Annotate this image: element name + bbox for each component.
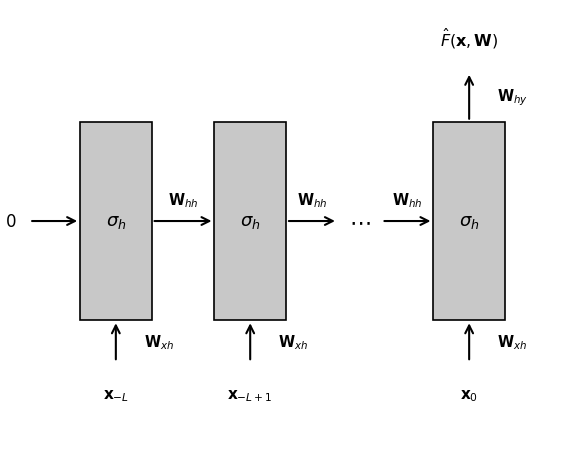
Text: $\cdots$: $\cdots$	[349, 212, 370, 231]
Text: $\mathbf{W}_{xh}$: $\mathbf{W}_{xh}$	[497, 332, 527, 351]
Text: $\mathbf{W}_{xh}$: $\mathbf{W}_{xh}$	[144, 332, 174, 351]
Text: $\mathbf{W}_{hh}$: $\mathbf{W}_{hh}$	[297, 190, 327, 209]
Text: $\sigma_h$: $\sigma_h$	[240, 212, 260, 230]
Text: $\mathbf{x}_{-L+1}$: $\mathbf{x}_{-L+1}$	[227, 387, 273, 403]
Text: $\sigma_h$: $\sigma_h$	[459, 212, 479, 230]
Text: 0: 0	[6, 212, 16, 230]
Text: $\mathbf{x}_{0}$: $\mathbf{x}_{0}$	[460, 387, 478, 403]
Bar	[214, 122, 286, 321]
Text: $\mathbf{W}_{hh}$: $\mathbf{W}_{hh}$	[392, 190, 423, 209]
Text: $\mathbf{W}_{hh}$: $\mathbf{W}_{hh}$	[168, 190, 199, 209]
Text: $\hat{F}(\mathbf{x}, \mathbf{W})$: $\hat{F}(\mathbf{x}, \mathbf{W})$	[440, 27, 498, 51]
Bar	[80, 122, 152, 321]
Text: $\mathbf{W}_{hy}$: $\mathbf{W}_{hy}$	[497, 87, 528, 108]
Bar	[433, 122, 505, 321]
Text: $\mathbf{W}_{xh}$: $\mathbf{W}_{xh}$	[278, 332, 308, 351]
Text: $\sigma_h$: $\sigma_h$	[106, 212, 126, 230]
Text: $\mathbf{x}_{-L}$: $\mathbf{x}_{-L}$	[103, 387, 129, 403]
